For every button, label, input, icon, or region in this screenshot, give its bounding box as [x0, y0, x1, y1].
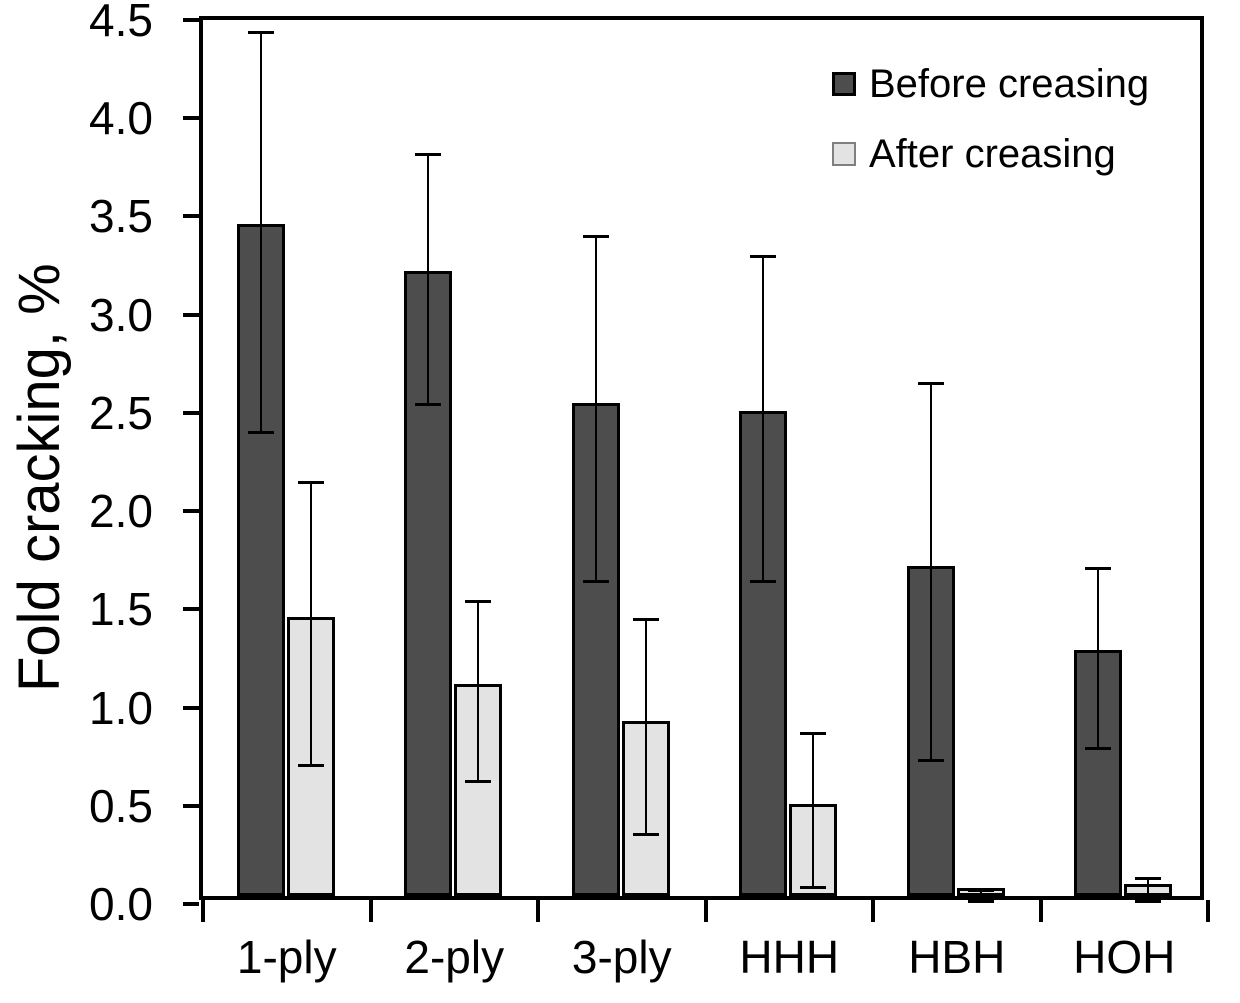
error-bar-line [929, 383, 932, 761]
error-bar-line [309, 481, 312, 767]
y-axis-tick [183, 116, 199, 121]
legend-item-after-creasing: After creasing [832, 130, 1116, 178]
y-axis-tick [183, 214, 199, 219]
y-axis-tick-label: 4.5 [89, 0, 153, 46]
x-axis-category-label: HBH [908, 931, 1006, 983]
error-bar-cap-top [750, 254, 777, 258]
x-axis-category-label: 1-ply [236, 931, 337, 983]
error-bar-cap-bottom [1135, 900, 1162, 904]
y-axis-tick-label: 3.5 [89, 190, 153, 243]
x-axis-category-label: HHH [739, 931, 840, 983]
error-bar-cap-bottom [800, 886, 827, 890]
error-bar-line [594, 236, 597, 582]
error-bar-cap-top [247, 30, 274, 34]
error-bar-cap-bottom [582, 579, 609, 583]
x-axis-tick [1206, 900, 1210, 922]
y-axis-tick [183, 803, 199, 808]
y-axis-tick-label: 1.0 [89, 681, 153, 734]
y-axis-tick-label: 0.5 [89, 779, 153, 832]
x-axis-category-label: 3-ply [571, 931, 672, 983]
error-bar-cap-top [297, 480, 324, 484]
plot-area: 0.0 0.5 1.0 1.5 2.0 2.5 3.0 3.5 4.0 4.5 1-ply 2-ply… [89, 0, 1210, 982]
error-bar-cap-top [917, 382, 944, 386]
error-bar-line [427, 153, 430, 406]
error-bar-line [644, 619, 647, 836]
error-bar-cap-top [800, 732, 827, 736]
x-axis-tick [871, 900, 875, 922]
legend-label-after-creasing: After creasing [869, 132, 1116, 176]
error-bar-line [812, 733, 815, 889]
error-bar-line [477, 601, 480, 783]
error-bar-line [1097, 568, 1100, 749]
error-bar-cap-bottom [967, 900, 994, 904]
y-axis-tick [183, 18, 199, 22]
error-bar-line [259, 31, 262, 433]
error-bar-cap-bottom [415, 403, 442, 407]
y-axis-tick-label: 0.0 [89, 878, 153, 930]
x-axis-tick [536, 900, 540, 922]
error-bar-cap-top [1135, 877, 1162, 881]
error-bar-line [762, 255, 765, 582]
error-bar-line [1147, 878, 1150, 903]
x-axis-category-label: 2-ply [404, 931, 505, 983]
error-bar-cap-bottom [297, 764, 324, 768]
legend-swatch-before-creasing [832, 72, 856, 96]
error-bar-cap-bottom [247, 430, 274, 434]
error-bar-cap-top [967, 889, 994, 893]
x-axis-category-label: HOH [1073, 931, 1176, 983]
error-bar-cap-top [582, 235, 609, 239]
y-axis-tick-label: 2.0 [89, 485, 153, 538]
legend-swatch-after-creasing [832, 142, 856, 166]
y-axis-tick [183, 902, 199, 906]
error-bar-cap-bottom [917, 758, 944, 762]
y-axis-tick-label: 2.5 [89, 386, 153, 439]
legend-item-before-creasing: Before creasing [832, 60, 1149, 108]
x-axis-tick [1038, 900, 1043, 922]
error-bar-cap-bottom [1085, 746, 1112, 750]
error-bar-cap-top [632, 618, 659, 622]
y-axis-tick-label: 4.0 [89, 92, 153, 145]
error-bar-cap-top [1085, 567, 1112, 571]
legend-label-before-creasing: Before creasing [869, 62, 1150, 106]
error-bar-cap-top [415, 152, 442, 156]
error-bar-cap-bottom [465, 780, 492, 784]
x-axis-tick [201, 900, 205, 922]
error-bar-cap-bottom [632, 833, 659, 837]
x-axis-tick [368, 900, 373, 922]
y-axis-tick-label: 1.5 [89, 583, 153, 636]
y-axis-tick [183, 705, 199, 710]
y-axis-tick [183, 410, 199, 415]
error-bar-cap-bottom [750, 579, 777, 583]
y-axis-tick [183, 312, 199, 317]
y-axis-tick [183, 509, 199, 514]
error-bar-cap-top [465, 600, 492, 604]
error-bar-line [979, 890, 982, 903]
x-axis-tick [703, 900, 708, 922]
y-axis-tick [183, 607, 199, 612]
y-axis-tick-label: 3.0 [89, 288, 153, 341]
